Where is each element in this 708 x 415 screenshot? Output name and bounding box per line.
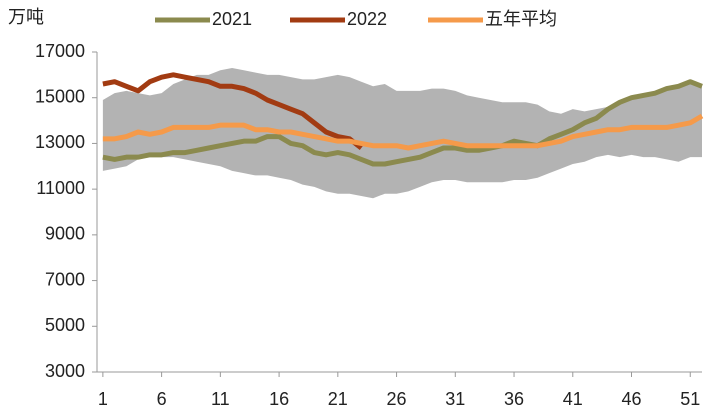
y-tick-label: 11000 (36, 178, 85, 198)
y-tick-label: 7000 (45, 269, 85, 289)
series-line (102, 113, 704, 151)
series-line (102, 72, 363, 150)
x-tick-label: 16 (269, 389, 289, 409)
x-tick-label: 46 (621, 389, 641, 409)
x-tick-label: 51 (680, 389, 700, 409)
x-tick-label: 41 (563, 389, 583, 409)
x-tick-label: 31 (445, 389, 465, 409)
x-tick-label: 36 (504, 389, 524, 409)
y-tick-label: 15000 (35, 86, 85, 106)
x-tick-label: 26 (387, 389, 407, 409)
x-tick-label: 1 (98, 389, 108, 409)
legend-label: 五年平均 (485, 9, 557, 29)
legend-label: 2022 (347, 9, 387, 29)
y-unit: 万吨 (8, 7, 44, 27)
y-tick-label: 13000 (35, 132, 85, 152)
x-tick-label: 6 (157, 389, 167, 409)
x-tick-label: 21 (328, 389, 348, 409)
series-line (102, 79, 703, 167)
y-tick-label: 17000 (35, 41, 85, 61)
y-tick-label: 9000 (45, 224, 85, 244)
x-tick-label: 11 (211, 389, 230, 409)
legend-label: 2021 (212, 9, 252, 29)
y-tick-label: 3000 (45, 361, 85, 381)
range-band (102, 68, 703, 199)
y-tick-label: 5000 (45, 315, 85, 335)
